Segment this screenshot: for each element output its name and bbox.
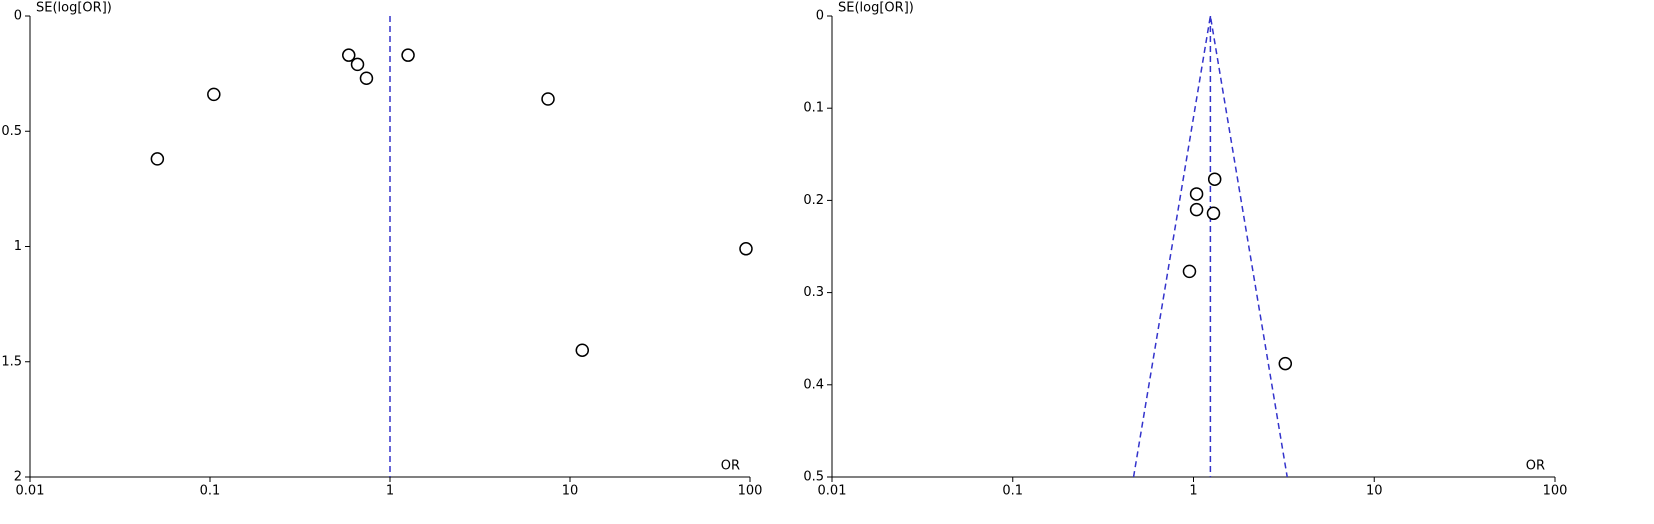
study-point	[541, 92, 555, 106]
x-tick-label: 10	[562, 484, 579, 499]
x-tick-label: 10	[1366, 484, 1383, 499]
funnel-line	[1132, 15, 1288, 478]
y-tick-label: 0	[14, 9, 22, 24]
y-axis-label: SE(log[OR])	[838, 1, 914, 16]
x-tick-label: 0.1	[1002, 484, 1023, 499]
study-point	[359, 71, 374, 85]
x-tick-label: 0.1	[200, 484, 221, 499]
y-tick-label: 0.5	[803, 470, 824, 485]
study-point	[1207, 172, 1222, 186]
study-point	[1189, 187, 1204, 201]
y-tick-label: 1.5	[1, 354, 22, 369]
x-tick-label: 0.01	[16, 484, 45, 499]
study-point	[1206, 206, 1221, 221]
study-point	[1189, 202, 1204, 217]
x-tick-label: 1	[386, 484, 394, 499]
x-tick-label: 100	[1543, 484, 1568, 499]
y-tick-label: 1	[14, 239, 22, 254]
y-tick-label: 0	[816, 9, 824, 24]
x-axis-label: OR	[1526, 459, 1545, 474]
study-point	[401, 48, 415, 62]
x-tick-label: 1	[1189, 484, 1197, 499]
study-point	[350, 57, 365, 72]
x-tick-label: 100	[738, 484, 763, 499]
y-tick-label: 0.1	[803, 101, 824, 116]
study-point	[575, 343, 590, 357]
study-point	[1278, 356, 1293, 371]
y-tick-label: 0.4	[803, 377, 824, 392]
y-tick-label: 0.5	[1, 124, 22, 139]
y-tick-label: 0.3	[803, 285, 824, 300]
y-axis-label: SE(log[OR])	[36, 1, 112, 16]
study-point	[207, 87, 221, 102]
study-point	[342, 48, 356, 62]
study-point	[739, 242, 753, 256]
x-axis-label: OR	[721, 459, 740, 474]
study-point	[1182, 264, 1197, 279]
y-tick-label: 2	[14, 470, 22, 485]
y-tick-label: 0.2	[803, 193, 824, 208]
study-point	[150, 152, 165, 166]
x-tick-label: 0.01	[818, 484, 847, 499]
